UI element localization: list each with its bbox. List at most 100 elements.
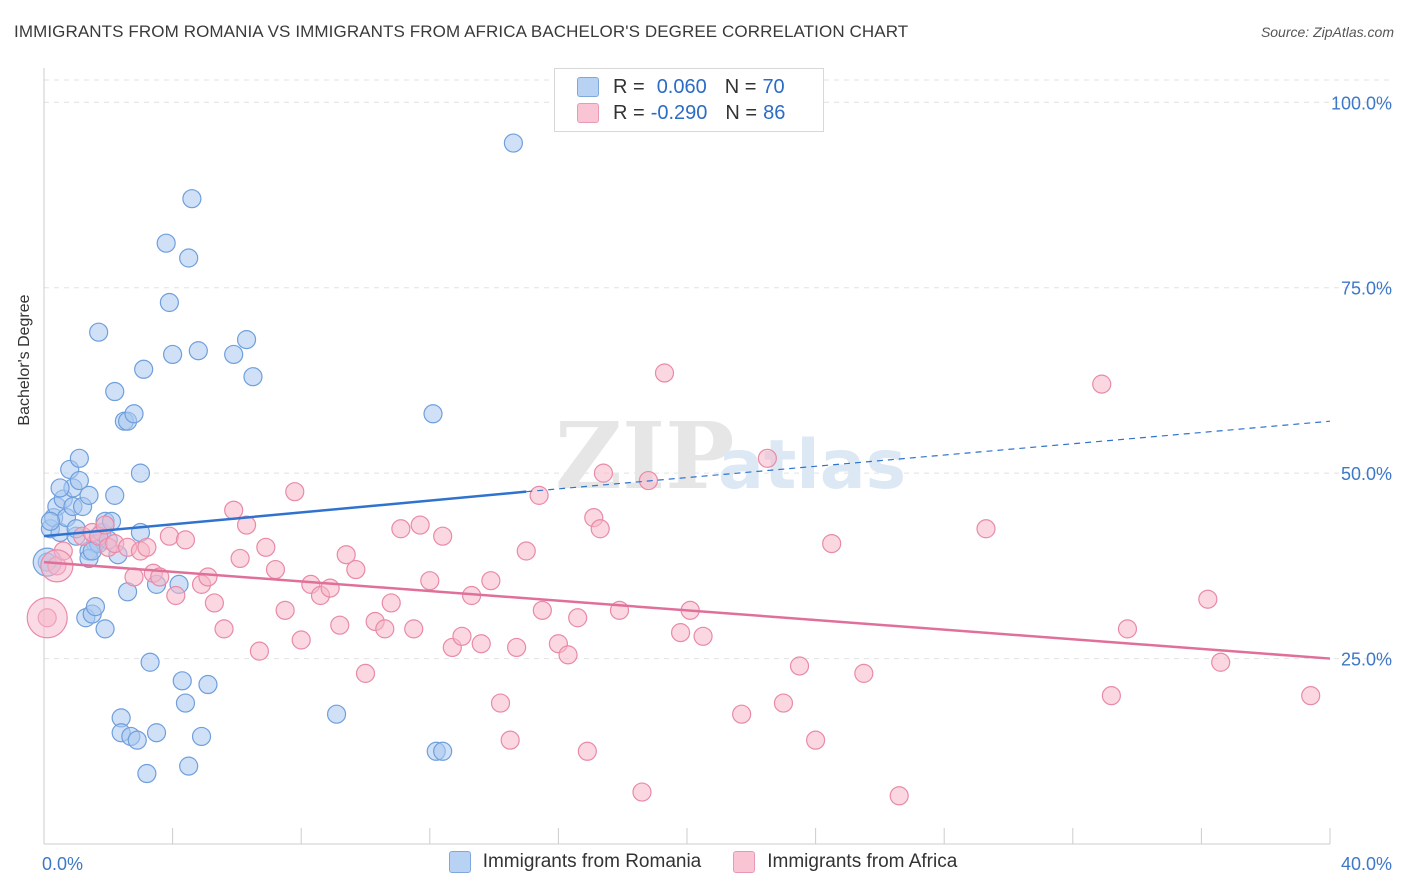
africa-point — [214, 619, 234, 639]
romania-r-label: R = — [613, 75, 645, 98]
africa-point — [593, 463, 614, 483]
africa-point — [481, 571, 501, 591]
romania-point — [243, 367, 263, 387]
legend-row-africa: R = -0.290 N = 86 — [577, 101, 785, 125]
africa-point — [249, 641, 270, 661]
africa-point — [198, 567, 218, 587]
romania-point — [95, 619, 115, 639]
romania-points — [32, 133, 523, 784]
romania-point — [172, 671, 192, 691]
africa-swatch — [577, 103, 599, 123]
romania-point — [85, 597, 106, 617]
africa-point — [330, 615, 350, 635]
africa-points — [26, 363, 1321, 806]
romania-point — [179, 756, 199, 776]
romania-point — [40, 511, 61, 531]
africa-point — [632, 782, 652, 802]
romania-point — [224, 344, 244, 365]
chart-title: IMMIGRANTS FROM ROMANIA VS IMMIGRANTS FR… — [14, 22, 909, 41]
africa-point — [577, 741, 597, 761]
africa-point — [137, 537, 157, 557]
africa-point — [532, 600, 552, 620]
africa-point — [166, 585, 186, 606]
africa-point — [230, 548, 250, 569]
africa-point — [1117, 619, 1138, 639]
romania-point — [179, 248, 199, 268]
africa-point — [529, 485, 549, 505]
africa-point — [159, 526, 179, 546]
africa-point — [732, 704, 752, 724]
africa-point — [265, 559, 286, 580]
africa-point — [256, 537, 276, 557]
romania-point — [105, 381, 125, 402]
africa-point — [320, 578, 340, 598]
legend-row-romania: R = 0.060 N = 70 — [577, 75, 785, 99]
africa-point — [346, 559, 366, 580]
romania-point — [156, 233, 176, 253]
africa-point — [516, 541, 536, 561]
romania-point — [140, 652, 160, 672]
africa-point — [490, 693, 511, 713]
grid-layer — [44, 79, 1392, 660]
africa-point — [670, 623, 691, 643]
romania-n-label: N = — [724, 75, 757, 98]
africa-trend-line — [43, 560, 1331, 660]
legend-item-africa[interactable]: Immigrants from Africa — [733, 851, 957, 873]
romania-trend-extension — [526, 420, 1331, 493]
romania-r-value: 0.060 — [656, 75, 707, 98]
africa-point — [150, 567, 170, 587]
y-tick-label: 25.0% — [1341, 650, 1392, 670]
source-label: Source: ZipAtlas.com — [1260, 24, 1394, 40]
africa-point — [654, 363, 675, 383]
africa-point — [236, 515, 257, 535]
y-axis-label: Bachelor's Degree — [16, 294, 33, 426]
africa-n-value: 86 — [763, 101, 786, 124]
africa-point — [410, 515, 430, 535]
africa-point — [889, 786, 909, 806]
africa-point — [1301, 686, 1321, 706]
romania-legend-swatch — [448, 851, 471, 873]
africa-point — [976, 519, 996, 539]
romania-point — [159, 292, 179, 313]
africa-point — [175, 530, 196, 550]
romania-point — [105, 485, 125, 505]
africa-point — [124, 567, 144, 587]
y-tick-label: 75.0% — [1341, 279, 1392, 299]
romania-point — [130, 463, 151, 483]
romania-point — [326, 704, 347, 724]
africa-point — [224, 500, 244, 520]
romania-point — [423, 404, 443, 424]
x-tick-label-min: 0.0% — [42, 854, 83, 874]
romania-point — [175, 693, 196, 713]
romania-n-value: 70 — [762, 75, 785, 98]
africa-point — [757, 448, 777, 468]
africa-point — [391, 519, 411, 539]
bottom-legend: Immigrants from Romania Immigrants from … — [0, 851, 1406, 873]
africa-point — [507, 637, 527, 658]
romania-point — [236, 330, 257, 350]
romania-point — [182, 189, 202, 209]
africa-point — [452, 626, 472, 646]
tick-label-layer: 25.0% 50.0% 75.0% 100.0% 0.0% 40.0% — [42, 93, 1392, 874]
africa-r-value: -0.290 — [650, 101, 708, 124]
romania-point — [69, 470, 89, 491]
legend-stats-box: R = 0.060 N = 70 R = -0.290 N = 86 — [554, 68, 824, 132]
africa-point-large — [26, 597, 68, 639]
romania-point — [503, 133, 523, 153]
africa-point — [558, 645, 578, 665]
romania-point — [198, 674, 218, 695]
africa-point — [822, 533, 842, 554]
africa-point — [204, 593, 224, 613]
watermark-atlas: atlas — [718, 426, 906, 505]
axes-layer — [43, 68, 1331, 845]
romania-point — [127, 730, 147, 750]
africa-n-label: N = — [725, 101, 758, 124]
africa-point — [773, 693, 794, 713]
africa-point — [471, 634, 491, 654]
romania-point — [191, 726, 212, 747]
africa-legend-label: Immigrants from Africa — [767, 851, 958, 872]
legend-item-romania[interactable]: Immigrants from Romania — [448, 851, 701, 873]
africa-point — [1101, 686, 1121, 706]
africa-r-label: R = — [613, 101, 645, 124]
